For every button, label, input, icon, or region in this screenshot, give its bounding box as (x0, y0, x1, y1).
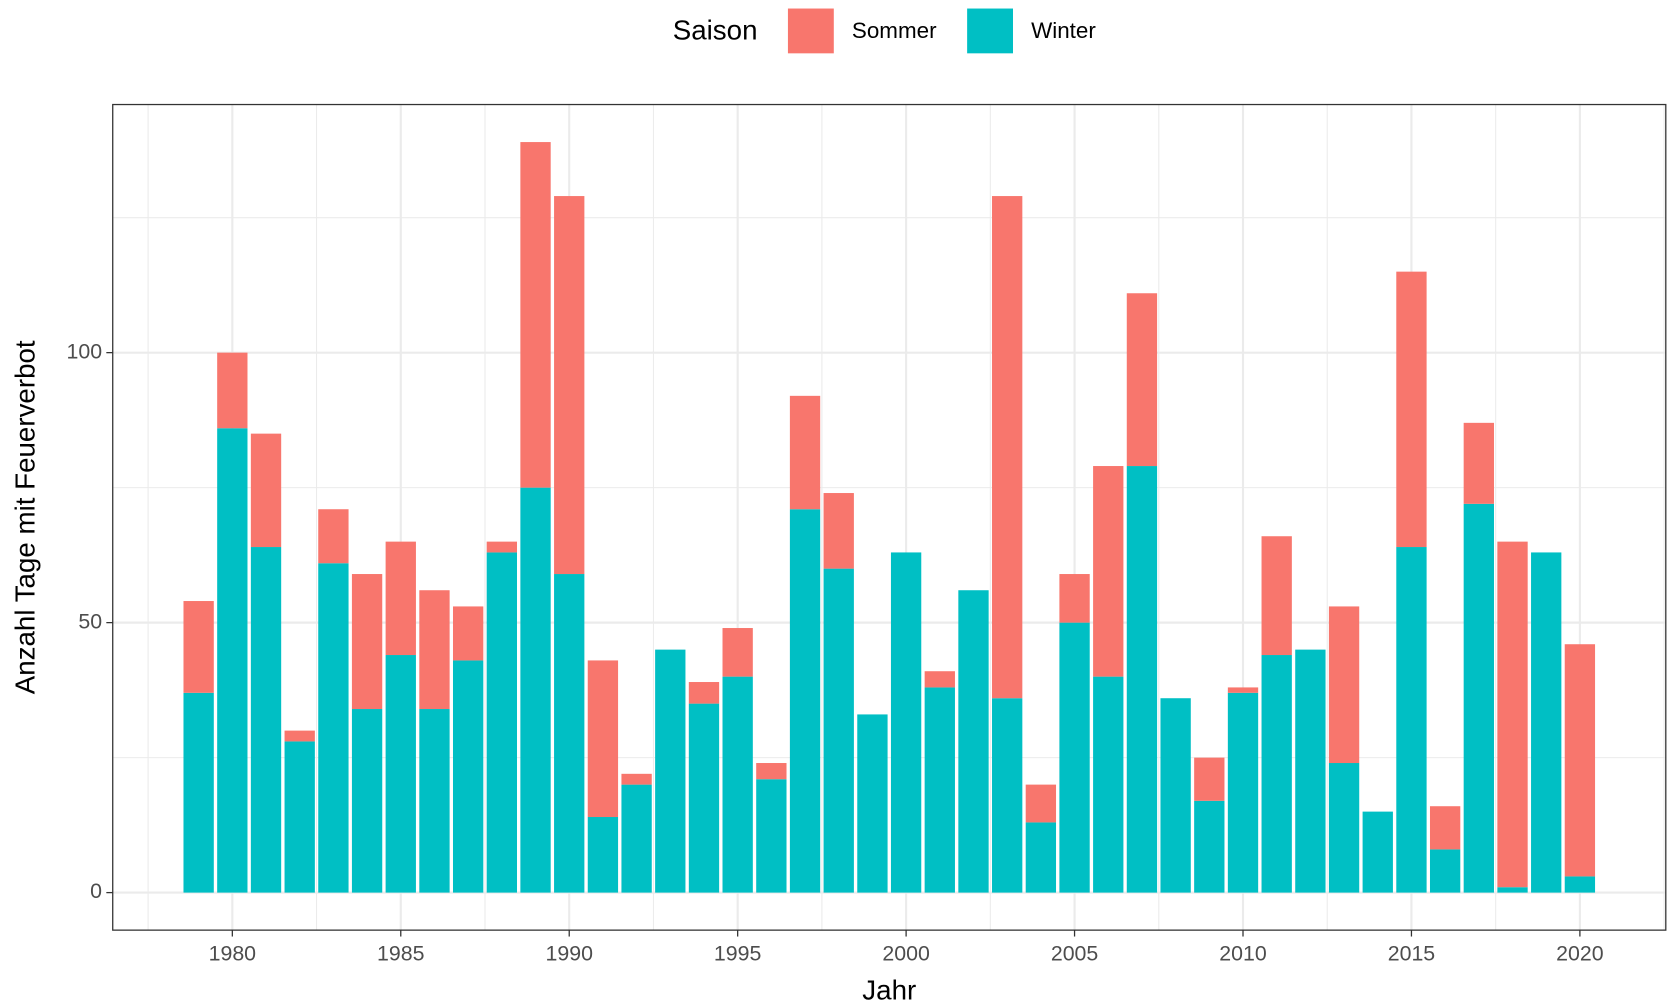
bar-segment (351, 709, 383, 893)
bar-segment (1160, 698, 1191, 893)
bar-segment (385, 655, 416, 893)
bar-segment (1059, 622, 1090, 893)
bar-segment (554, 574, 585, 893)
bar-segment (823, 568, 854, 893)
bar-segment (621, 773, 652, 785)
bar-segment (924, 671, 955, 688)
x-tick-label: 1995 (714, 941, 761, 965)
x-tick-label: 1980 (209, 941, 257, 965)
bar-segment (722, 676, 753, 893)
bar-segment (1328, 763, 1360, 893)
x-tick-label: 2000 (882, 941, 930, 965)
x-tick-label: 1985 (377, 941, 424, 965)
y-tick-label: 50 (78, 609, 102, 633)
bar-segment (655, 649, 686, 893)
bar-segment (385, 541, 416, 656)
bar-segment (1362, 811, 1393, 893)
bar-segment (1497, 887, 1528, 893)
bar-segment (992, 196, 1023, 699)
bar-segment (217, 428, 248, 893)
x-tick-label: 2015 (1388, 941, 1435, 965)
legend-title: Saison (673, 14, 758, 45)
bar-segment (789, 395, 821, 510)
bar-segment (1463, 422, 1494, 504)
bar-segment (958, 590, 989, 893)
bar-segment (1227, 687, 1259, 693)
legend-key (787, 8, 834, 54)
bar-segment (1497, 541, 1528, 888)
bar-segment (1093, 676, 1124, 893)
bar-segment (1396, 271, 1427, 548)
y-tick-label: 0 (90, 879, 102, 903)
x-tick-label: 1990 (545, 941, 593, 965)
legend-label: Winter (1031, 18, 1096, 43)
bar-segment (587, 660, 619, 818)
bar-segment (823, 493, 854, 569)
bar-segment (1126, 293, 1158, 467)
bar-segment (520, 142, 551, 488)
bar-segment (1429, 849, 1461, 893)
bar-segment (1564, 876, 1596, 893)
bar-segment (284, 741, 315, 893)
bar-segment (250, 547, 282, 893)
bar-segment (452, 660, 484, 893)
bar-segment (890, 552, 922, 893)
bar-segment (1295, 649, 1326, 893)
bar-segment (318, 563, 349, 893)
bar-segment (1564, 644, 1596, 877)
bar-segment (554, 196, 585, 575)
bar-segment (722, 628, 753, 677)
bar-segment (756, 779, 787, 893)
x-axis-title: Jahr (862, 974, 916, 1005)
bar-segment (1261, 536, 1292, 656)
bar-segment (183, 601, 214, 693)
bar-segment (183, 692, 214, 893)
bar-segment (924, 687, 955, 893)
bar-segment (1463, 503, 1494, 893)
bar-segment (857, 714, 888, 893)
bar-segment (1227, 692, 1259, 893)
bar-segment (1194, 757, 1225, 801)
bar-segment (1059, 574, 1090, 623)
bar-segment (486, 541, 518, 553)
bar-segment (419, 590, 450, 710)
bar-segment (1025, 784, 1057, 823)
y-tick-label: 100 (66, 339, 102, 363)
bar-segment (789, 509, 821, 893)
legend-key (967, 8, 1013, 54)
bar-segment (318, 509, 349, 564)
bar-segment (587, 817, 619, 893)
bar-segment (1429, 806, 1461, 850)
bar-segment (1093, 466, 1124, 677)
bar-segment (520, 487, 551, 893)
bar-segment (486, 552, 518, 893)
bar-segment (688, 682, 720, 704)
x-tick-label: 2010 (1219, 941, 1267, 965)
bar-segment (1531, 552, 1562, 893)
bar-segment (1328, 606, 1360, 764)
bar-segment (1194, 800, 1225, 893)
bar-segment (1025, 822, 1057, 893)
bar-segment (756, 763, 787, 780)
bar-segment (250, 433, 282, 548)
legend-label: Sommer (852, 18, 937, 43)
bar-segment (621, 784, 652, 893)
bar-segment (688, 703, 720, 893)
bar-segment (452, 606, 484, 661)
bar-segment (1396, 547, 1427, 893)
bar-segment (351, 574, 383, 710)
x-tick-label: 2005 (1051, 941, 1098, 965)
bar-segment (419, 709, 450, 893)
bar-segment (284, 730, 315, 742)
bar-segment (1126, 466, 1158, 893)
bar-segment (992, 698, 1023, 893)
bar-segment (217, 352, 248, 429)
x-tick-label: 2020 (1556, 941, 1604, 965)
bar-segment (1261, 655, 1292, 893)
panel-border (112, 103, 1667, 931)
y-axis-title: Anzahl Tage mit Feuerverbot (10, 340, 41, 694)
